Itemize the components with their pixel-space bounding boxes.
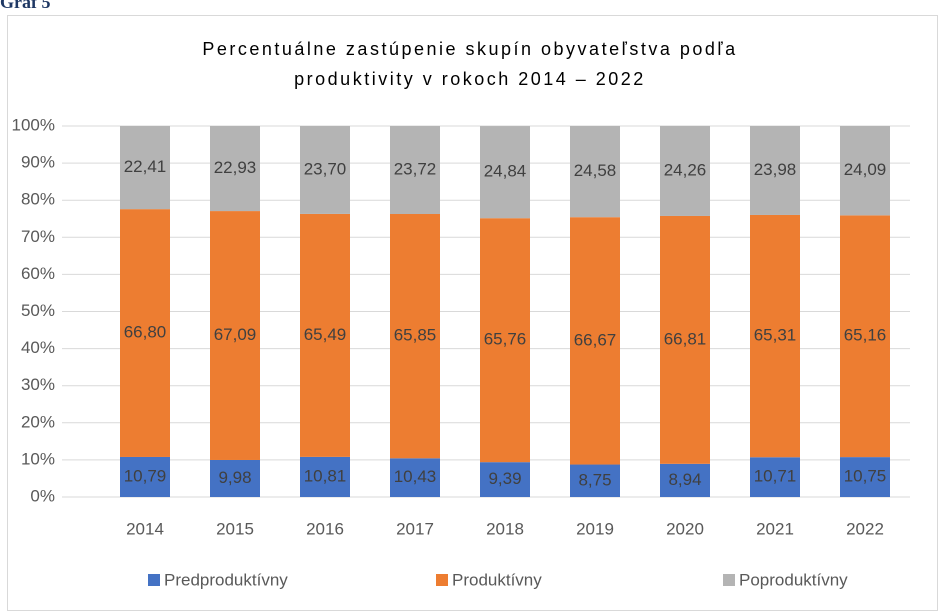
x-tick-label: 2017 [396, 519, 434, 538]
data-label: 23,70 [304, 159, 347, 178]
data-label: 10,43 [394, 467, 437, 486]
bar-segment [570, 464, 620, 497]
data-label: 8,75 [578, 470, 611, 489]
bar-segment [300, 456, 350, 497]
bar-segment [660, 215, 710, 464]
bar-segment [120, 456, 170, 497]
x-tick-label: 2021 [756, 519, 794, 538]
bar-segment [570, 217, 620, 465]
caption: Graf 5 [0, 0, 50, 12]
bar-segment [840, 215, 890, 458]
data-label: 22,41 [124, 157, 167, 176]
data-label: 24,84 [484, 162, 527, 181]
bar-segment [750, 126, 800, 215]
data-label: 10,81 [304, 466, 347, 485]
y-tick-label: 40% [21, 338, 55, 357]
bar-segment [300, 126, 350, 214]
bar-segment [840, 126, 890, 216]
bar-segment [390, 458, 440, 497]
y-tick-label: 90% [21, 153, 55, 172]
data-label: 65,85 [394, 326, 437, 345]
x-tick-label: 2022 [846, 519, 884, 538]
data-label: 66,81 [664, 329, 707, 348]
bar-segment [210, 211, 260, 460]
bar-segment [750, 214, 800, 458]
data-label: 23,98 [754, 160, 797, 179]
bar-segment [210, 459, 260, 497]
legend-label: Produktívny [452, 570, 542, 589]
data-label: 10,71 [754, 467, 797, 486]
bar-segment [480, 126, 530, 219]
bar-segment [300, 213, 350, 457]
bar-segment [390, 126, 440, 215]
data-label: 66,67 [574, 330, 617, 349]
bar-segment [480, 218, 530, 463]
bar-segment [120, 209, 170, 457]
chart-title: Percentuálne zastúpenie skupín obyvateľs… [202, 39, 737, 59]
legend-swatch [436, 574, 448, 586]
x-tick-label: 2016 [306, 519, 344, 538]
x-tick-label: 2019 [576, 519, 614, 538]
data-label: 65,31 [754, 326, 797, 345]
bar-segment [210, 126, 260, 212]
bar-segment [750, 457, 800, 497]
data-label: 9,39 [488, 469, 521, 488]
bar-segment [840, 457, 890, 497]
x-tick-label: 2015 [216, 519, 254, 538]
legend-label: Poproduktívny [739, 570, 848, 589]
y-tick-label: 60% [21, 264, 55, 283]
data-label: 24,09 [844, 160, 887, 179]
data-label: 67,09 [214, 325, 257, 344]
bar-segment [120, 126, 170, 210]
legend-label: Predproduktívny [164, 570, 288, 589]
bar-segment [480, 462, 530, 497]
data-label: 24,26 [664, 160, 707, 179]
x-tick-label: 2020 [666, 519, 704, 538]
data-label: 65,49 [304, 325, 347, 344]
y-tick-label: 20% [21, 412, 55, 431]
bar-segment [660, 125, 710, 216]
data-label: 66,80 [124, 323, 167, 342]
data-label: 9,98 [218, 468, 251, 487]
data-label: 22,93 [214, 158, 257, 177]
data-label: 65,76 [484, 330, 527, 349]
x-tick-label: 2014 [126, 519, 164, 538]
data-label: 65,16 [844, 326, 887, 345]
x-tick-label: 2018 [486, 519, 524, 538]
y-tick-label: 10% [21, 449, 55, 468]
data-label: 24,58 [574, 161, 617, 180]
data-label: 10,75 [844, 467, 887, 486]
y-tick-label: 80% [21, 190, 55, 209]
bar-segment [660, 463, 710, 497]
bar-segment [570, 126, 620, 218]
y-tick-label: 70% [21, 227, 55, 246]
y-tick-label: 50% [21, 301, 55, 320]
y-tick-label: 0% [30, 486, 55, 505]
legend-swatch [148, 574, 160, 586]
data-label: 8,94 [668, 470, 701, 489]
y-tick-label: 30% [21, 375, 55, 394]
chart-title: produktivity v rokoch 2014 – 2022 [294, 69, 646, 89]
data-label: 10,79 [124, 466, 167, 485]
y-tick-label: 100% [12, 115, 55, 134]
data-label: 23,72 [394, 159, 437, 178]
bar-segment [390, 214, 440, 459]
legend-swatch [723, 574, 735, 586]
